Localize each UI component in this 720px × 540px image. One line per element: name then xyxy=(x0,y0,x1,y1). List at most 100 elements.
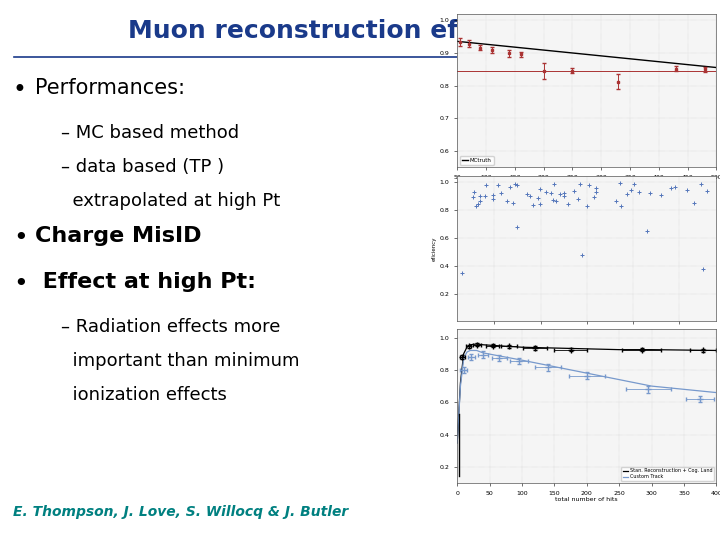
Y-axis label: eficiency: eficiency xyxy=(432,236,437,261)
Text: – MC based method: – MC based method xyxy=(61,124,239,142)
Text: ionization effects: ionization effects xyxy=(61,386,227,404)
Point xyxy=(480,181,491,190)
Text: extrapolated at high Pt: extrapolated at high Pt xyxy=(61,192,281,210)
Point xyxy=(568,187,580,195)
Point xyxy=(508,198,519,207)
Point xyxy=(470,201,482,210)
Custom Track xyxy=(456,383,465,389)
Point xyxy=(583,181,595,190)
Point xyxy=(655,191,667,200)
X-axis label: total number of hits: total number of hits xyxy=(556,497,618,502)
Point xyxy=(554,190,566,199)
Point xyxy=(550,197,562,205)
Custom Track xyxy=(463,349,472,355)
Custom Track xyxy=(492,352,500,359)
MCtruth xyxy=(453,38,462,45)
Stan. Reconstruction + Cog. Land xyxy=(453,440,462,446)
Text: $\times 10^2$: $\times 10^2$ xyxy=(696,195,711,205)
Custom Track xyxy=(647,383,656,389)
Point xyxy=(474,197,486,206)
Point xyxy=(487,191,499,199)
Point xyxy=(549,180,560,188)
Stan. Reconstruction + Cog. Land xyxy=(505,343,513,350)
Custom Track xyxy=(459,355,468,362)
Point xyxy=(697,264,708,273)
Point xyxy=(626,186,637,194)
Point xyxy=(527,201,539,210)
Point xyxy=(480,192,491,200)
Point xyxy=(577,251,588,259)
Text: •: • xyxy=(13,78,27,102)
Text: Muon reconstruction efficiencies: Muon reconstruction efficiencies xyxy=(128,19,592,43)
Text: Performances:: Performances: xyxy=(35,78,184,98)
Stan. Reconstruction + Cog. Land xyxy=(647,347,656,353)
Text: important than minimum: important than minimum xyxy=(61,352,300,370)
Custom Track xyxy=(505,355,513,361)
Point xyxy=(558,192,570,200)
Custom Track xyxy=(615,376,624,383)
MCtruth xyxy=(469,39,477,46)
Stan. Reconstruction + Cog. Land xyxy=(492,342,500,349)
Point xyxy=(611,197,622,206)
Point xyxy=(474,191,485,200)
Stan. Reconstruction + Cog. Land xyxy=(472,341,481,347)
Point xyxy=(665,184,677,192)
Point xyxy=(562,200,573,208)
Point xyxy=(468,187,480,196)
Text: Effect at high Pt:: Effect at high Pt: xyxy=(35,272,256,292)
Point xyxy=(559,188,570,197)
Custom Track xyxy=(453,440,462,446)
Point xyxy=(524,192,536,200)
MCtruth xyxy=(463,39,472,45)
Point xyxy=(501,197,513,205)
Stan. Reconstruction + Cog. Land xyxy=(550,345,559,352)
Point xyxy=(621,190,632,198)
Point xyxy=(533,194,544,202)
Point xyxy=(487,194,498,203)
Point xyxy=(572,195,584,204)
Point xyxy=(509,180,521,188)
MCtruth xyxy=(522,45,531,51)
Stan. Reconstruction + Cog. Land xyxy=(615,347,624,353)
Custom Track xyxy=(472,347,481,354)
Stan. Reconstruction + Cog. Land xyxy=(466,342,474,348)
MCtruth xyxy=(690,62,698,69)
Point xyxy=(468,193,480,202)
Point xyxy=(590,184,602,193)
Point xyxy=(588,193,600,201)
Custom Track xyxy=(466,347,474,354)
Text: – data based (TP ): – data based (TP ) xyxy=(61,158,225,176)
MCtruth xyxy=(501,43,510,50)
Custom Track xyxy=(518,357,526,363)
Point xyxy=(534,199,546,208)
Point xyxy=(512,222,523,231)
Point xyxy=(644,189,655,198)
Stan. Reconstruction + Cog. Land xyxy=(463,344,472,350)
Point xyxy=(642,227,653,235)
Stan. Reconstruction + Cog. Land xyxy=(479,342,487,348)
Custom Track xyxy=(479,350,487,356)
Point xyxy=(616,201,627,210)
Text: $\eta$: $\eta$ xyxy=(719,339,720,350)
Point xyxy=(628,180,639,188)
Point xyxy=(545,189,557,198)
MCtruth xyxy=(712,64,720,71)
Stan. Reconstruction + Cog. Land xyxy=(712,347,720,354)
Point xyxy=(534,185,546,193)
Point xyxy=(492,180,504,189)
Stan. Reconstruction + Cog. Land xyxy=(459,350,468,357)
Text: Charge MisID: Charge MisID xyxy=(35,226,201,246)
Point xyxy=(511,181,523,190)
Point xyxy=(634,187,645,196)
Point xyxy=(472,199,483,208)
X-axis label: $p_T$ [MeV/c]: $p_T$ [MeV/c] xyxy=(570,181,604,191)
Legend: Stan. Reconstruction + Cog. Land, Custom Track: Stan. Reconstruction + Cog. Land, Custom… xyxy=(621,467,714,481)
Stan. Reconstruction + Cog. Land xyxy=(518,344,526,350)
Stan. Reconstruction + Cog. Land xyxy=(582,346,591,352)
Point xyxy=(688,199,700,207)
Point xyxy=(701,187,713,195)
Point xyxy=(696,180,707,188)
Point xyxy=(682,186,693,194)
Stan. Reconstruction + Cog. Land xyxy=(456,380,465,386)
Text: •: • xyxy=(13,226,27,250)
